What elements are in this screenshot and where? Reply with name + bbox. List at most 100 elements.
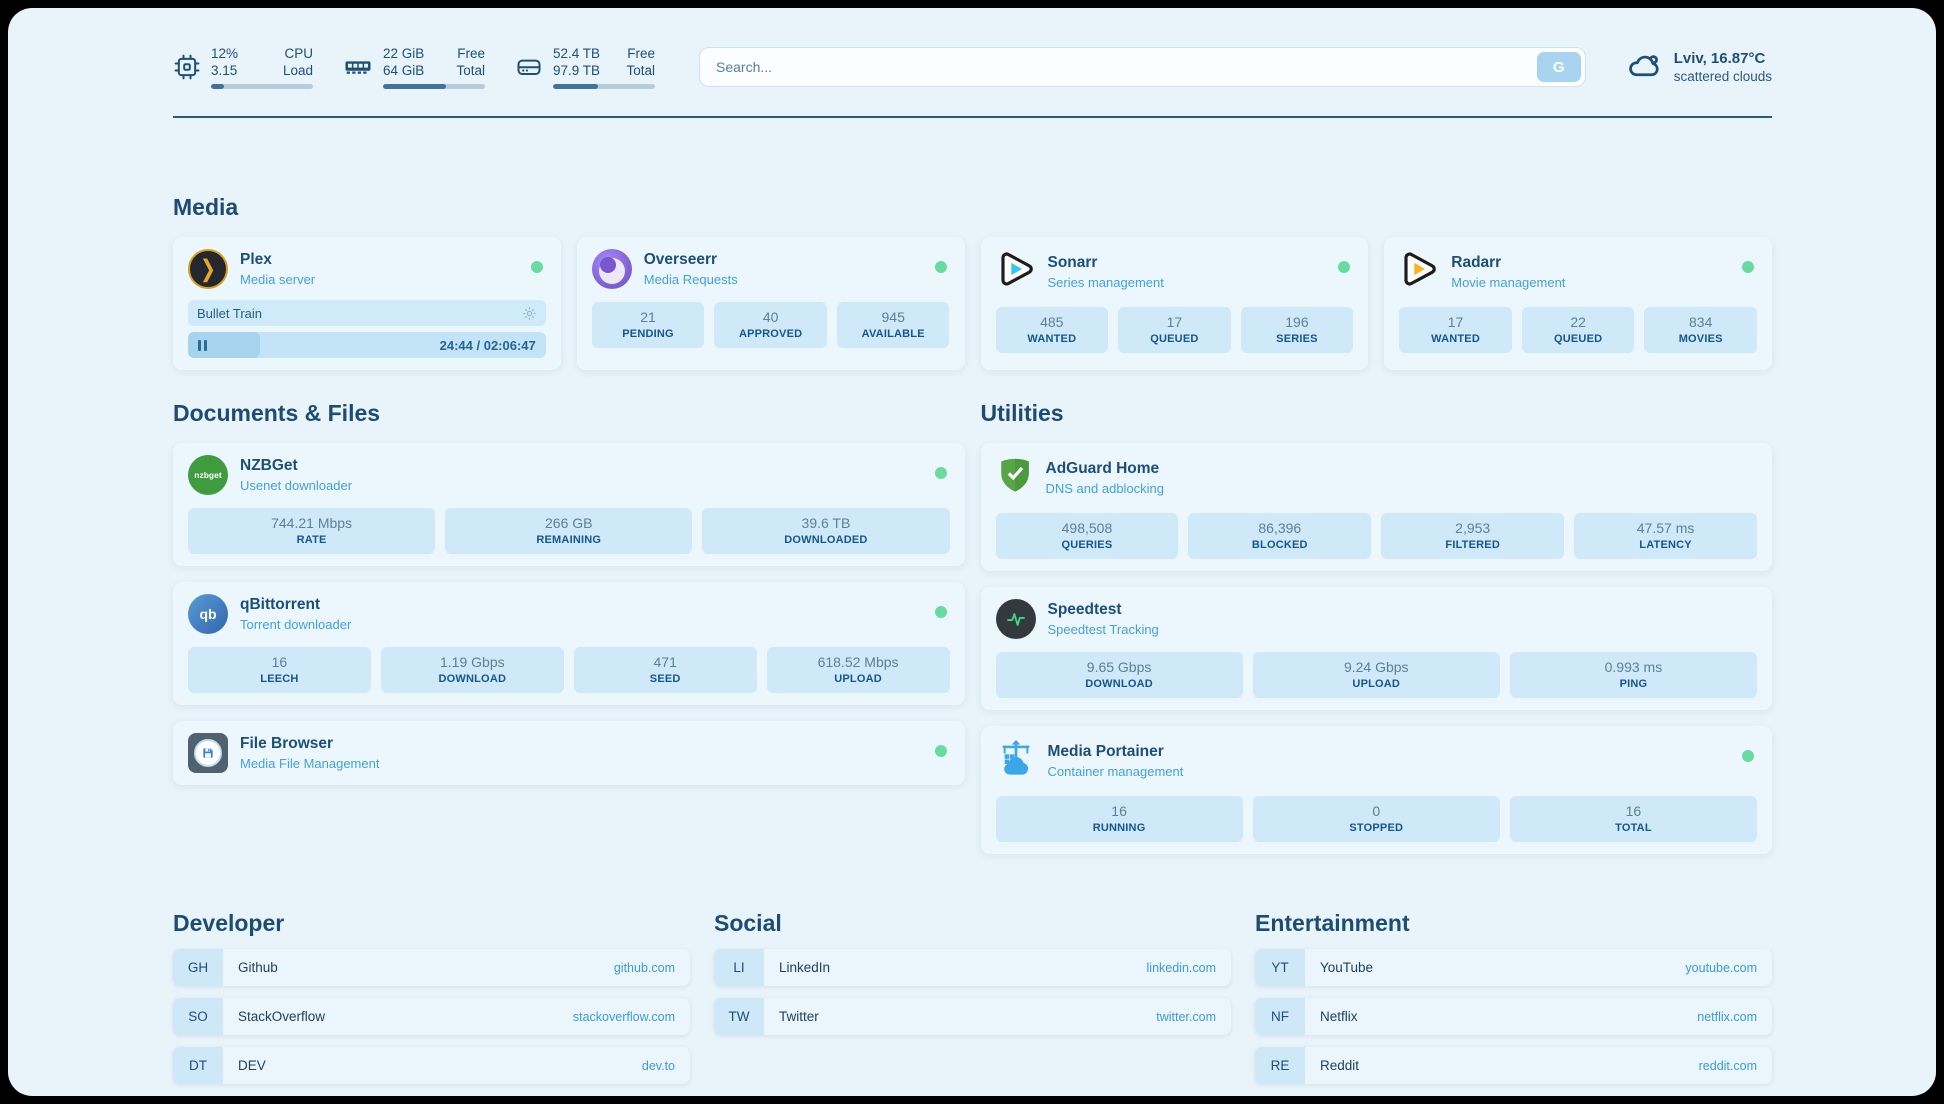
bookmarks-developer: Developer GH Github github.com SO StackO… <box>173 910 690 1084</box>
cpu-icon <box>173 53 201 81</box>
stat-label: FILTERED <box>1445 539 1500 551</box>
card-subtitle: Media Requests <box>643 272 738 287</box>
bookmark-dev[interactable]: DT DEV dev.to <box>173 1047 690 1084</box>
bookmark-url: stackoverflow.com <box>572 1009 675 1024</box>
speedtest-icon <box>995 599 1036 639</box>
bookmark-name: LinkedIn <box>779 960 831 975</box>
service-card-radarr[interactable]: Radarr Movie management 17 WANTED 22 QUEUE… <box>1384 237 1772 370</box>
card-head: ❯ Plex Media server <box>188 249 546 289</box>
service-card-portainer[interactable]: Media Portainer Container management 16 R… <box>980 726 1772 854</box>
bookmark-name: StackOverflow <box>238 1009 326 1024</box>
stat-box: 945 AVAILABLE <box>836 302 950 348</box>
playback-progress-bar[interactable]: 24:44 / 02:06:47 <box>188 332 546 358</box>
weather-condition: scattered clouds <box>1673 68 1772 84</box>
service-card-speedtest[interactable]: Speedtest Speedtest Tracking 9.65 Gbps DO… <box>980 587 1772 710</box>
disk-icon <box>515 53 543 81</box>
stat-box: 47.57 ms LATENCY <box>1574 513 1757 559</box>
stat-label: QUERIES <box>1061 539 1113 551</box>
stats-row: 16 LEECH 1.19 Gbps DOWNLOAD 471 SEED 618.52… <box>188 647 950 693</box>
bookmark-netflix[interactable]: NF Netflix netflix.com <box>1255 998 1772 1035</box>
stat-label: WANTED <box>1431 333 1480 345</box>
stat-value: 86,396 <box>1258 520 1302 536</box>
gear-icon[interactable] <box>522 306 537 321</box>
entertainment-heading: Entertainment <box>1255 910 1410 936</box>
ram-total-value: 64 GiB <box>383 63 425 78</box>
card-subtitle: Series management <box>1047 274 1164 290</box>
stat-value: 196 <box>1285 314 1309 330</box>
stats-row: 9.65 Gbps DOWNLOAD 9.24 Gbps UPLOAD 0.993 … <box>995 652 1758 698</box>
bookmark-url: netflix.com <box>1697 1009 1757 1024</box>
service-card-overseerr[interactable]: Overseerr Media Requests 21 PENDING 40 APP… <box>576 237 965 370</box>
card-title: Overseerr <box>643 251 718 268</box>
plex-chevron: ❯ <box>200 255 216 283</box>
service-card-plex[interactable]: ❯ Plex Media server Bullet Train <box>173 237 561 370</box>
service-card-qbittorrent[interactable]: qb qBittorrent Torrent downloader 16 LEEC… <box>173 582 965 705</box>
bookmark-abbr: LI <box>714 949 764 986</box>
status-dot <box>934 467 947 479</box>
bookmark-linkedin[interactable]: LI LinkedIn linkedin.com <box>714 949 1231 986</box>
search-engine-button[interactable]: G <box>1536 52 1581 82</box>
social-heading: Social <box>714 910 782 936</box>
stat-box: 0.993 ms PING <box>1509 652 1758 698</box>
search-input[interactable] <box>699 47 1586 87</box>
stats-row: 16 RUNNING 0 STOPPED 16 TOTAL <box>995 796 1758 842</box>
stat-label: BLOCKED <box>1251 539 1308 551</box>
card-subtitle: Container management <box>1047 763 1184 779</box>
plex-icon: ❯ <box>188 249 228 289</box>
cloud-icon <box>1626 47 1662 88</box>
card-title: Speedtest <box>1047 601 1122 618</box>
stat-box: 40 APPROVED <box>714 302 827 348</box>
status-dot <box>934 606 947 618</box>
bookmark-stackoverflow[interactable]: SO StackOverflow stackoverflow.com <box>173 998 690 1035</box>
service-card-adguard[interactable]: AdGuard Home DNS and adblocking 498,508 Q… <box>980 443 1772 571</box>
stat-value: 1.19 Gbps <box>440 654 505 670</box>
stat-label: SEED <box>649 673 681 685</box>
stats-row: 17 WANTED 22 QUEUED 834 MOVIES <box>1399 307 1757 353</box>
stat-label: SERIES <box>1276 333 1318 345</box>
bookmark-reddit[interactable]: RE Reddit reddit.com <box>1255 1047 1772 1084</box>
disk-total-value: 97.9 TB <box>553 63 601 78</box>
bookmark-name: Reddit <box>1320 1058 1360 1073</box>
dashboard-page: 12% CPU 3.15 Load 22 <box>8 8 1936 1096</box>
bookmark-url: dev.to <box>641 1058 675 1073</box>
stat-box: 16 RUNNING <box>995 796 1243 842</box>
service-card-sonarr[interactable]: Sonarr Series management 485 WANTED 17 QUE… <box>980 237 1369 370</box>
stat-box: 0 STOPPED <box>1252 796 1500 842</box>
bookmark-name: Github <box>238 960 278 975</box>
nzbget-icon: nzbget <box>188 455 228 495</box>
cpu-load-value: 3.15 <box>211 63 238 78</box>
card-title: Media Portainer <box>1047 742 1164 760</box>
stat-value: 16 <box>1111 803 1127 819</box>
now-playing-title: Bullet Train <box>197 305 263 321</box>
bookmark-youtube[interactable]: YT YouTube youtube.com <box>1255 949 1772 986</box>
radarr-icon <box>1399 249 1439 294</box>
disk-total-label: Total <box>626 63 655 78</box>
bookmark-abbr: SO <box>173 998 223 1035</box>
stat-value: 16 <box>1625 803 1642 819</box>
service-card-nzbget[interactable]: nzbget NZBGet Usenet downloader 744.21 M… <box>173 443 965 566</box>
stat-box: 485 WANTED <box>995 307 1109 353</box>
stat-box: 16 TOTAL <box>1509 796 1758 842</box>
service-card-filebrowser[interactable]: File Browser Media File Management <box>173 721 965 785</box>
stat-value: 22 <box>1570 314 1586 330</box>
card-subtitle: Speedtest Tracking <box>1047 622 1159 637</box>
bookmark-twitter[interactable]: TW Twitter twitter.com <box>714 998 1231 1035</box>
stats-row: 498,508 QUERIES 86,396 BLOCKED 2,953 FILTER… <box>995 513 1757 559</box>
qbittorrent-icon-text: qb <box>199 606 217 622</box>
stat-box: 39.6 TB DOWNLOADED <box>702 508 950 554</box>
bookmark-name: DEV <box>238 1058 266 1073</box>
stats-row: 744.21 Mbps RATE 266 GB REMAINING 39.6 TB D… <box>188 508 950 554</box>
stat-box: 196 SERIES <box>1240 307 1354 353</box>
bookmark-name: Twitter <box>779 1009 819 1024</box>
ram-free-value: 22 GiB <box>383 46 425 61</box>
stat-value: 40 <box>762 309 779 325</box>
bookmark-url: reddit.com <box>1698 1058 1757 1073</box>
stat-value: 21 <box>640 309 656 325</box>
disk-free-value: 52.4 TB <box>553 46 601 61</box>
status-dot <box>530 261 543 273</box>
stat-box: 618.52 Mbps UPLOAD <box>766 647 950 693</box>
ram-icon <box>343 52 373 82</box>
cpu-progress-track <box>211 84 313 89</box>
bookmark-github[interactable]: GH Github github.com <box>173 949 690 986</box>
playback-time: 24:44 / 02:06:47 <box>439 337 536 353</box>
